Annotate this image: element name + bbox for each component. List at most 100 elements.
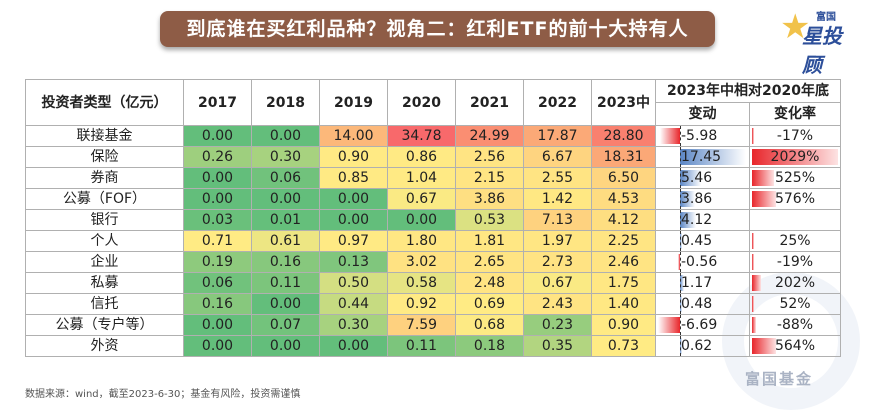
bar-axis xyxy=(680,294,681,314)
header-year: 2020 xyxy=(387,79,456,126)
value-cell: 1.04 xyxy=(387,167,456,189)
logo-small: 富国 xyxy=(816,12,836,23)
value-cell: 0.73 xyxy=(591,335,656,357)
rate-cell: 52% xyxy=(749,293,841,315)
footer-source: 数据来源：wind，截至2023-6-30；基金有风险，投资需谨慎 xyxy=(25,389,301,400)
rate-cell: 25% xyxy=(749,230,841,252)
value-cell: 0.18 xyxy=(455,335,524,357)
logo-big: 星投顾 xyxy=(802,24,842,77)
investor-type: 企业 xyxy=(25,251,184,273)
rate-cell xyxy=(749,209,841,231)
rate-cell: -19% xyxy=(749,251,841,273)
value-cell: 0.00 xyxy=(251,293,320,315)
header-rate: 变化率 xyxy=(749,102,841,126)
rate-bar xyxy=(752,128,754,144)
header-year: 2017 xyxy=(183,79,252,126)
value-cell: 2.48 xyxy=(455,272,524,294)
value-cell: 0.16 xyxy=(183,293,252,315)
logo: ★ 富国 星投顾 xyxy=(780,6,850,77)
value-cell: 2.15 xyxy=(455,167,524,189)
value-cell: 24.99 xyxy=(455,125,524,147)
value-cell: 0.67 xyxy=(523,272,592,294)
bar-axis xyxy=(680,252,681,272)
bar-axis xyxy=(680,189,681,209)
value-cell: 0.53 xyxy=(455,209,524,231)
value-cell: 0.26 xyxy=(183,146,252,168)
rate-cell: 202% xyxy=(749,272,841,294)
rate-bar xyxy=(752,149,838,165)
value-cell: 1.80 xyxy=(387,230,456,252)
value-cell: 2.43 xyxy=(523,293,592,315)
value-cell: 1.81 xyxy=(455,230,524,252)
value-cell: 2.46 xyxy=(591,251,656,273)
rate-bar xyxy=(752,233,754,249)
value-cell: 1.42 xyxy=(523,188,592,210)
value-cell: 0.30 xyxy=(319,314,388,336)
investor-type: 信托 xyxy=(25,293,184,315)
value-cell: 2.55 xyxy=(523,167,592,189)
value-cell: 0.00 xyxy=(183,188,252,210)
value-cell: 0.06 xyxy=(251,167,320,189)
value-cell: 0.00 xyxy=(387,209,456,231)
investor-type: 联接基金 xyxy=(25,125,184,147)
value-cell: 17.87 xyxy=(523,125,592,147)
header-year: 2018 xyxy=(251,79,320,126)
value-cell: 0.44 xyxy=(319,293,388,315)
change-bar xyxy=(680,149,746,165)
value-cell: 0.50 xyxy=(319,272,388,294)
investor-type: 保险 xyxy=(25,146,184,168)
investor-type: 公募（FOF） xyxy=(25,188,184,210)
bar-axis xyxy=(680,231,681,251)
header-year: 2021 xyxy=(455,79,524,126)
value-cell: 0.00 xyxy=(251,125,320,147)
value-cell: 0.67 xyxy=(387,188,456,210)
value-cell: 0.00 xyxy=(251,335,320,357)
bar-axis xyxy=(680,126,681,146)
change-cell: 17.45 xyxy=(655,146,750,168)
value-cell: 14.00 xyxy=(319,125,388,147)
page-title: 到底谁在买红利品种？视角二：红利ETF的前十大持有人 xyxy=(160,11,715,47)
value-cell: 7.13 xyxy=(523,209,592,231)
investor-type: 公募（专户等） xyxy=(25,314,184,336)
bar-axis xyxy=(680,168,681,188)
change-cell: 4.12 xyxy=(655,209,750,231)
bar-axis xyxy=(680,147,681,167)
table-row: 券商 0.00 0.06 0.85 1.04 2.15 2.55 6.50 5.46 525% xyxy=(25,167,841,189)
header-year: 2022 xyxy=(523,79,592,126)
value-cell: 0.01 xyxy=(251,209,320,231)
value-cell: 34.78 xyxy=(387,125,456,147)
table-row: 私募 0.06 0.11 0.50 0.58 2.48 0.67 1.75 1.17 202% xyxy=(25,272,841,294)
header-change: 变动 xyxy=(655,102,750,126)
table-row: 信托 0.16 0.00 0.44 0.92 0.69 2.43 1.40 0.48 52% xyxy=(25,293,841,315)
value-cell: 2.65 xyxy=(455,251,524,273)
rate-bar xyxy=(752,296,755,312)
value-cell: 0.90 xyxy=(319,146,388,168)
rate-cell: 525% xyxy=(749,167,841,189)
value-cell: 28.80 xyxy=(591,125,656,147)
rate-cell: 2029% xyxy=(749,146,841,168)
change-bar xyxy=(680,338,683,354)
value-cell: 0.23 xyxy=(523,314,592,336)
investor-type: 银行 xyxy=(25,209,184,231)
change-bar xyxy=(660,128,680,144)
change-bar xyxy=(680,275,685,291)
rate-cell: 564% xyxy=(749,335,841,357)
rate-cell: 576% xyxy=(749,188,841,210)
rate-bar xyxy=(752,338,776,354)
holders-table: 投资者类型（亿元） 2017 2018 2019 2020 2021 2022 … xyxy=(25,79,841,357)
value-cell: 0.00 xyxy=(183,167,252,189)
value-cell: 0.16 xyxy=(251,251,320,273)
value-cell: 0.00 xyxy=(251,188,320,210)
value-cell: 0.00 xyxy=(183,125,252,147)
change-bar xyxy=(658,317,680,333)
rate-bar xyxy=(752,170,775,186)
change-cell: 1.17 xyxy=(655,272,750,294)
value-cell: 3.02 xyxy=(387,251,456,273)
value-cell: 0.69 xyxy=(455,293,524,315)
value-cell: 0.35 xyxy=(523,335,592,357)
value-cell: 0.00 xyxy=(319,188,388,210)
rate-bar xyxy=(752,317,756,333)
bar-axis xyxy=(680,210,681,230)
value-cell: 0.30 xyxy=(251,146,320,168)
header-group: 2023年中相对2020年底 xyxy=(655,79,841,103)
